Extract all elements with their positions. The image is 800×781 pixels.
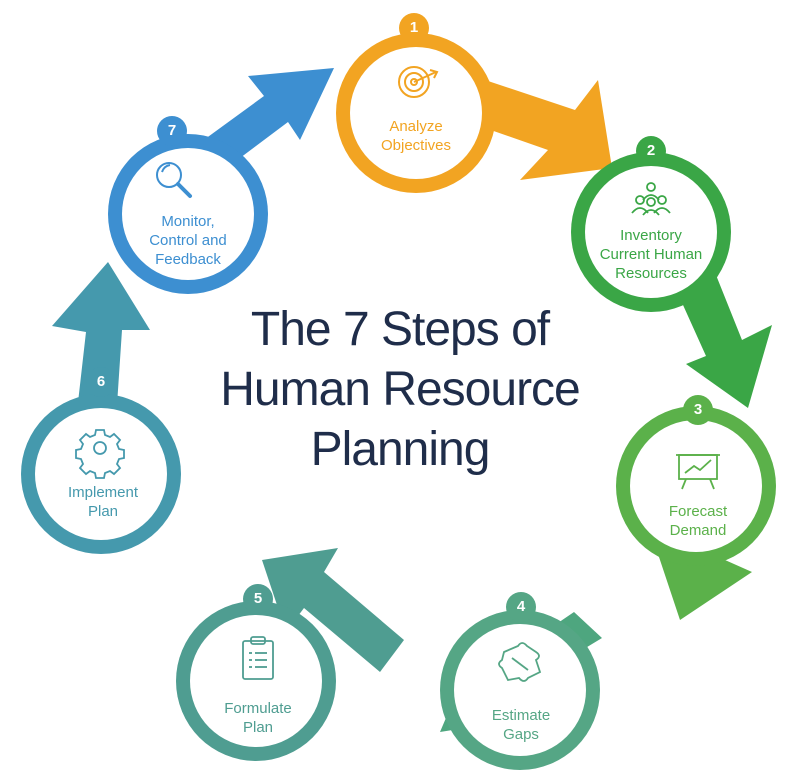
- step-4-label-line-2: Gaps: [503, 726, 539, 743]
- step-7-node: [108, 116, 268, 294]
- step-5-label: Formulate Plan: [173, 699, 343, 737]
- step-1-node: [336, 13, 496, 193]
- search-icon: [156, 162, 192, 198]
- diagram-title: The 7 Steps of Human Resource Planning: [190, 300, 610, 480]
- chart-board-icon: [676, 454, 720, 490]
- step-6-label-line-1: Implement: [67, 484, 139, 501]
- step-1-label-line-1: Analyze: [389, 118, 443, 135]
- step-3-node: [616, 395, 776, 566]
- step-2-label-line-1: Inventory: [620, 227, 682, 244]
- team-icon: [631, 182, 671, 216]
- step-6-number: 6: [96, 373, 106, 390]
- step-1-label: Analyze Objectives: [331, 117, 501, 155]
- step-3-label-line-1: Forecast: [668, 503, 728, 520]
- clipboard-icon: [242, 636, 274, 680]
- puzzle-icon: [498, 642, 542, 682]
- step-1-label-line-2: Objectives: [380, 137, 452, 154]
- title-line-3: Planning: [310, 423, 491, 476]
- arrow-1-to-2: [462, 75, 612, 180]
- step-1-number: 1: [409, 19, 419, 36]
- step-6-label-line-2: Plan: [87, 503, 119, 520]
- step-2-label-line-3: Resources: [615, 265, 687, 282]
- step-5-label-line-1: Formulate: [224, 700, 292, 717]
- step-2-label-line-2: Current Human: [599, 246, 703, 263]
- step-5-label-line-2: Plan: [242, 719, 274, 736]
- title-line-1: The 7 Steps of: [250, 303, 550, 356]
- step-3-label: Forecast Demand: [613, 502, 783, 540]
- step-4-node: [440, 592, 600, 770]
- step-6-label: Implement Plan: [18, 483, 188, 521]
- step-6-node: [21, 367, 181, 554]
- step-5-number: 5: [253, 590, 263, 607]
- step-7-label: Monitor, Control and Feedback: [103, 212, 273, 269]
- step-7-label-line-1: Monitor,: [161, 213, 215, 230]
- gear-icon: [75, 429, 125, 479]
- step-7-label-line-2: Control and: [149, 232, 227, 249]
- step-2-label: Inventory Current Human Resources: [566, 226, 736, 283]
- step-4-label-line-1: Estimate: [491, 707, 551, 724]
- step-7-number: 7: [167, 122, 177, 139]
- step-2-number: 2: [646, 142, 656, 159]
- step-2-node: [571, 136, 731, 312]
- step-3-label-line-2: Demand: [669, 522, 727, 539]
- step-4-label: Estimate Gaps: [436, 706, 606, 744]
- step-5-node: [176, 584, 336, 761]
- target-icon: [398, 66, 439, 98]
- step-3-number: 3: [693, 401, 703, 418]
- arrow-6-to-7: [52, 262, 150, 420]
- arrow-5-to-6: [262, 548, 404, 672]
- step-4-number: 4: [516, 598, 526, 615]
- title-line-2: Human Resource: [220, 363, 581, 416]
- step-7-label-line-3: Feedback: [155, 251, 221, 268]
